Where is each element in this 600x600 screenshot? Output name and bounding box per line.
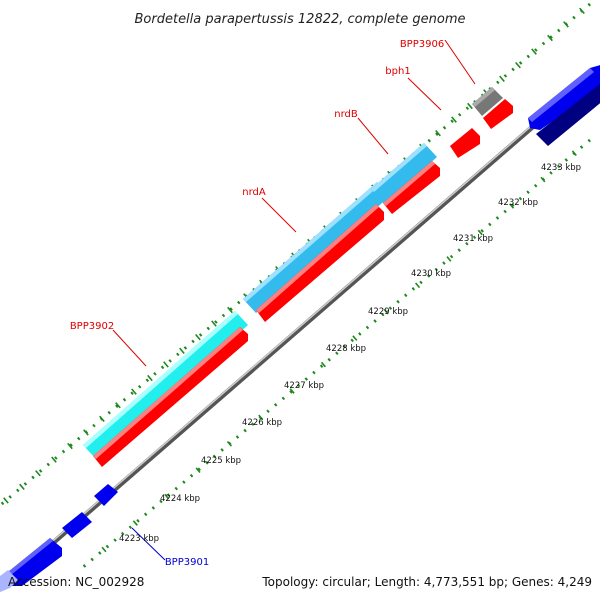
tick-mark [352,335,358,341]
label-bpp3902[interactable]: BPP3902 [70,321,114,332]
tick-label: 4224 kbp [160,494,200,504]
tick-mark [211,320,217,327]
tick-mark [3,497,9,504]
tick-mark [499,75,505,83]
label-nrdB[interactable]: nrdB [334,109,358,120]
tick-mark [563,21,569,28]
summary-text: Topology: circular; Length: 4,773,551 bp… [261,575,592,589]
inner-tick-ring [81,138,591,570]
tick-mark [195,467,201,474]
inner-major-ticks [101,150,577,553]
tick-mark [83,429,89,436]
tick-label: 4223 kbp [119,534,159,544]
tick-mark [477,229,483,236]
tick-mark [289,388,295,394]
feature-red-bph1[interactable] [450,128,480,158]
tick-label: 4231 kbp [453,234,493,244]
feature-navy-right[interactable] [536,84,600,146]
tick-label: 4226 kbp [242,418,282,428]
tick-mark [99,415,105,423]
feature-blue-left[interactable] [8,538,62,586]
tick-label: 4227 kbp [284,381,324,391]
tick-mark [147,374,153,382]
tick-mark [515,61,521,69]
tick-mark [446,256,452,262]
map-title: Bordetella parapertussis 12822, complete… [135,12,466,27]
tick-mark [571,150,577,157]
tick-mark [414,282,421,289]
label-bpp3901[interactable]: BPP3901 [165,557,209,568]
leader-nrdA [261,197,297,233]
feature-red-nrdB[interactable] [383,161,440,214]
tick-label: 4228 kbp [326,344,366,354]
tick-mark [531,48,537,55]
tick-mark [579,7,585,15]
tick-mark [467,102,473,110]
tick-mark [258,414,264,421]
tick-mark [383,308,389,315]
tick-mark [67,442,73,450]
tick-mark [540,176,546,183]
feature-red-bpp3906[interactable] [483,99,513,129]
tick-mark [547,34,553,42]
gene-nrdA-block[interactable] [243,182,390,313]
leader-bpp3906 [444,39,476,85]
leader-bpp3901 [131,527,166,561]
tick-mark [132,520,138,526]
gene-nrdB-block[interactable] [371,143,437,204]
tick-mark [131,388,137,395]
feature-red-nrdA[interactable] [256,204,384,322]
feature-blue-bpp3901-1[interactable] [94,484,118,506]
label-nrdA[interactable]: nrdA [242,187,266,198]
tick-mark [163,361,169,368]
feature-lightblue-corner[interactable] [0,570,18,592]
tick-mark [19,483,25,491]
tick-mark [227,306,233,314]
leader-bpp3902 [112,329,147,367]
label-bph1[interactable]: bph1 [385,66,410,77]
tick-mark [320,361,327,368]
tick-mark [101,546,107,553]
tick-mark [195,333,201,341]
tick-label: 4230 kbp [411,269,451,279]
tick-mark [509,203,515,209]
feature-red-bpp3902[interactable] [93,327,248,467]
feature-blue-bpp3901-2[interactable] [62,512,92,538]
genome-backbone [0,65,600,593]
leader-nrdB [357,117,389,155]
label-bpp3906[interactable]: BPP3906 [400,39,444,50]
feature-gray-bpp3906[interactable] [472,87,503,116]
tick-label: 4233 kbp [541,163,581,173]
tick-label: 4229 kbp [368,307,408,317]
leader-bph1 [407,77,442,111]
tick-mark [179,347,185,355]
tick-mark [226,440,233,447]
tick-mark [35,470,41,477]
tick-mark [51,456,57,463]
feature-blue-right-1[interactable] [528,64,600,130]
tick-mark [164,493,170,500]
accession-text: Accession: NC_002928 [8,575,144,589]
gene-bpp3902-block[interactable] [83,311,248,459]
tick-mark [115,402,121,409]
tick-label: 4225 kbp [201,456,241,466]
genome-backbone-highlight [0,65,600,588]
tick-label: 4232 kbp [498,198,538,208]
tick-mark [435,129,441,137]
tick-mark [451,116,457,123]
